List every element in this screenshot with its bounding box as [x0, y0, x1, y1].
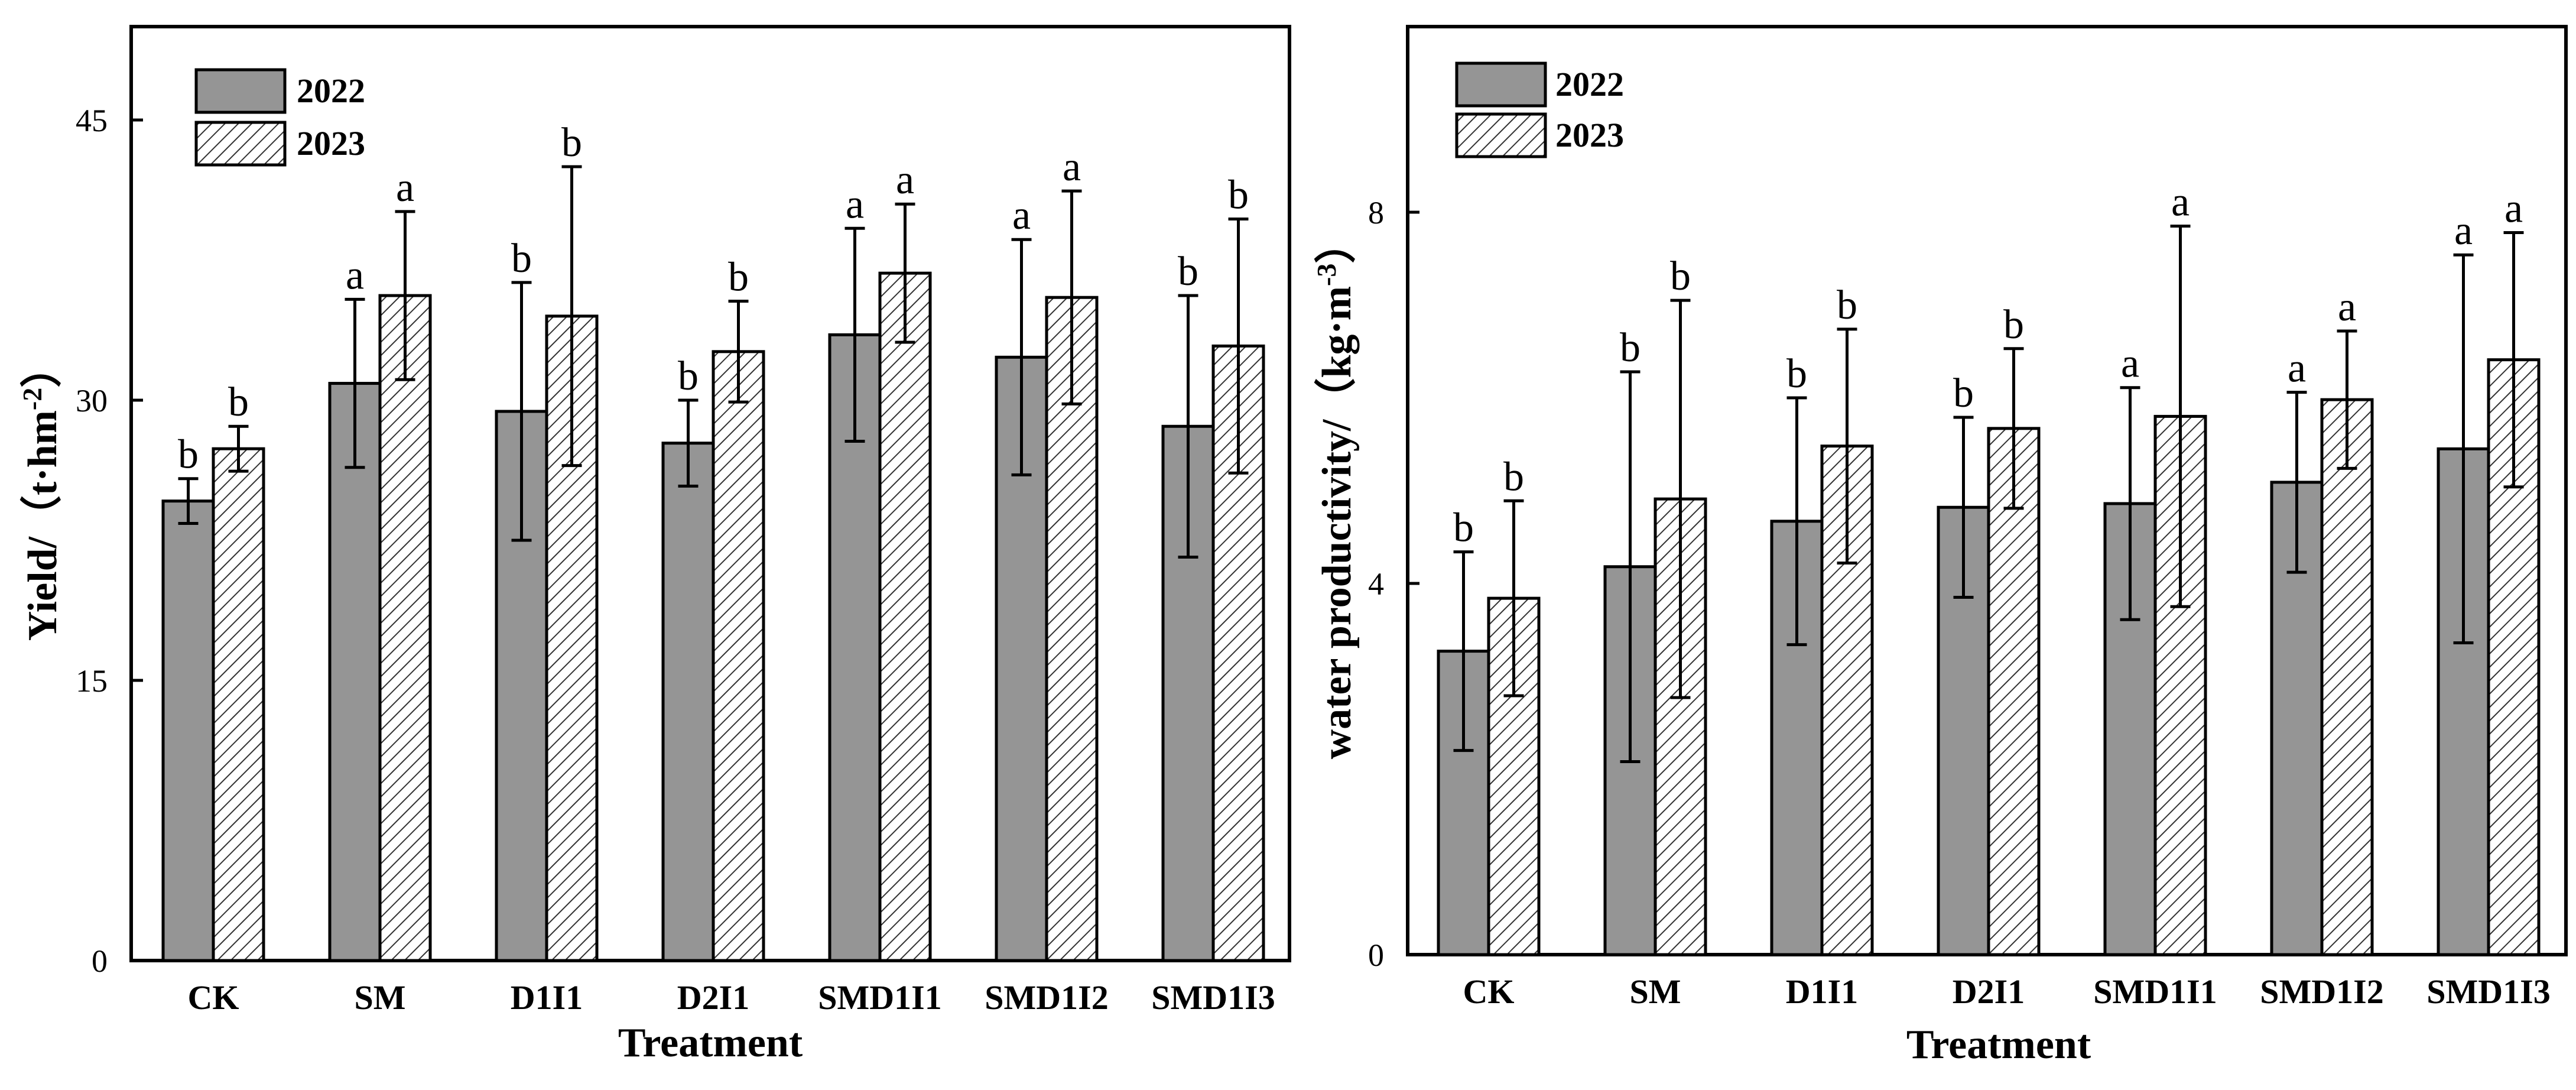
legend-swatch-2023 [1455, 112, 1547, 158]
y-tick-label: 4 [1368, 566, 1384, 602]
y-axis-title: water productivity/（kg·m-3） [1311, 222, 1360, 760]
legend-label-2022: 2022 [1555, 65, 1624, 103]
significance-letter: b [2003, 302, 2024, 348]
category-label: D1I1 [1786, 972, 1858, 1011]
significance-letter: a [846, 181, 864, 227]
significance-letter: b [511, 236, 532, 281]
y-tick-label: 15 [76, 663, 108, 699]
legend: 2022 2023 [194, 68, 365, 167]
significance-letter: a [2454, 208, 2473, 254]
x-axis-title: Treatment [618, 1020, 803, 1066]
significance-letter: b [678, 353, 699, 399]
y-tick-label: 30 [76, 383, 108, 419]
category-label: D1I1 [511, 978, 583, 1017]
bar-2022 [328, 382, 382, 962]
y-tick-label: 8 [1368, 195, 1384, 231]
category-label: SMD1I3 [2426, 972, 2550, 1011]
significance-letter: a [1012, 193, 1031, 238]
significance-letter: b [1503, 454, 1524, 499]
y-axis-title: Yield/（t·hm-2） [17, 346, 66, 641]
bar-2023 [1820, 445, 1874, 956]
legend-label-2023: 2023 [297, 124, 365, 163]
category-label: SMD1I3 [1151, 978, 1275, 1017]
category-label: D2I1 [677, 978, 749, 1017]
significance-letter: b [1178, 249, 1198, 294]
significance-letter: a [2504, 186, 2523, 232]
significance-letter: b [1786, 351, 1807, 397]
bar-2023 [212, 447, 265, 962]
category-label: D2I1 [1953, 972, 2025, 1011]
legend: 2022 2023 [1455, 61, 1624, 158]
category-label: SMD1I1 [2093, 972, 2217, 1011]
significance-letter: a [2288, 346, 2306, 391]
bar-2023 [378, 294, 432, 962]
bar-2023 [878, 271, 932, 962]
category-label: CK [188, 978, 239, 1017]
category-label: SMD1I2 [985, 978, 1108, 1017]
category-label: SMD1I2 [2260, 972, 2383, 1011]
legend-label-2023: 2023 [1555, 116, 1624, 154]
significance-letter: a [2338, 284, 2356, 330]
category-label: SM [355, 978, 406, 1017]
category-label: SMD1I1 [818, 978, 941, 1017]
category-label: CK [1463, 972, 1515, 1011]
bar-2022 [2103, 502, 2157, 956]
significance-letter: a [2171, 180, 2190, 225]
significance-letter: a [396, 165, 414, 210]
bar-2022 [661, 442, 715, 962]
significance-letter: b [1670, 254, 1691, 299]
significance-letter: b [228, 379, 249, 425]
significance-letter: b [1953, 371, 1974, 416]
bar-2023 [2320, 398, 2374, 956]
significance-letter: b [561, 120, 582, 166]
significance-letter: a [2121, 341, 2139, 387]
bar-2023 [712, 350, 765, 962]
significance-letter: b [178, 432, 199, 478]
significance-letter: b [728, 255, 749, 300]
significance-letter: b [1453, 505, 1474, 551]
category-label: SM [1630, 972, 1681, 1011]
y-tick-label: 0 [1368, 937, 1384, 973]
legend-swatch-2022 [1455, 61, 1547, 108]
significance-letter: a [1063, 144, 1081, 190]
legend-swatch-2022 [194, 68, 287, 114]
y-tick-label: 45 [76, 103, 108, 138]
bar-2022 [161, 499, 215, 962]
legend-swatch-2023 [194, 121, 287, 167]
x-axis-title: Treatment [1906, 1022, 2091, 1068]
significance-letter: b [1228, 172, 1249, 218]
y-tick-label: 0 [92, 943, 108, 979]
significance-letter: b [1620, 325, 1641, 371]
significance-letter: a [896, 157, 914, 203]
legend-label-2022: 2022 [297, 72, 365, 110]
significance-letter: a [346, 252, 364, 298]
significance-letter: b [1837, 283, 1857, 328]
